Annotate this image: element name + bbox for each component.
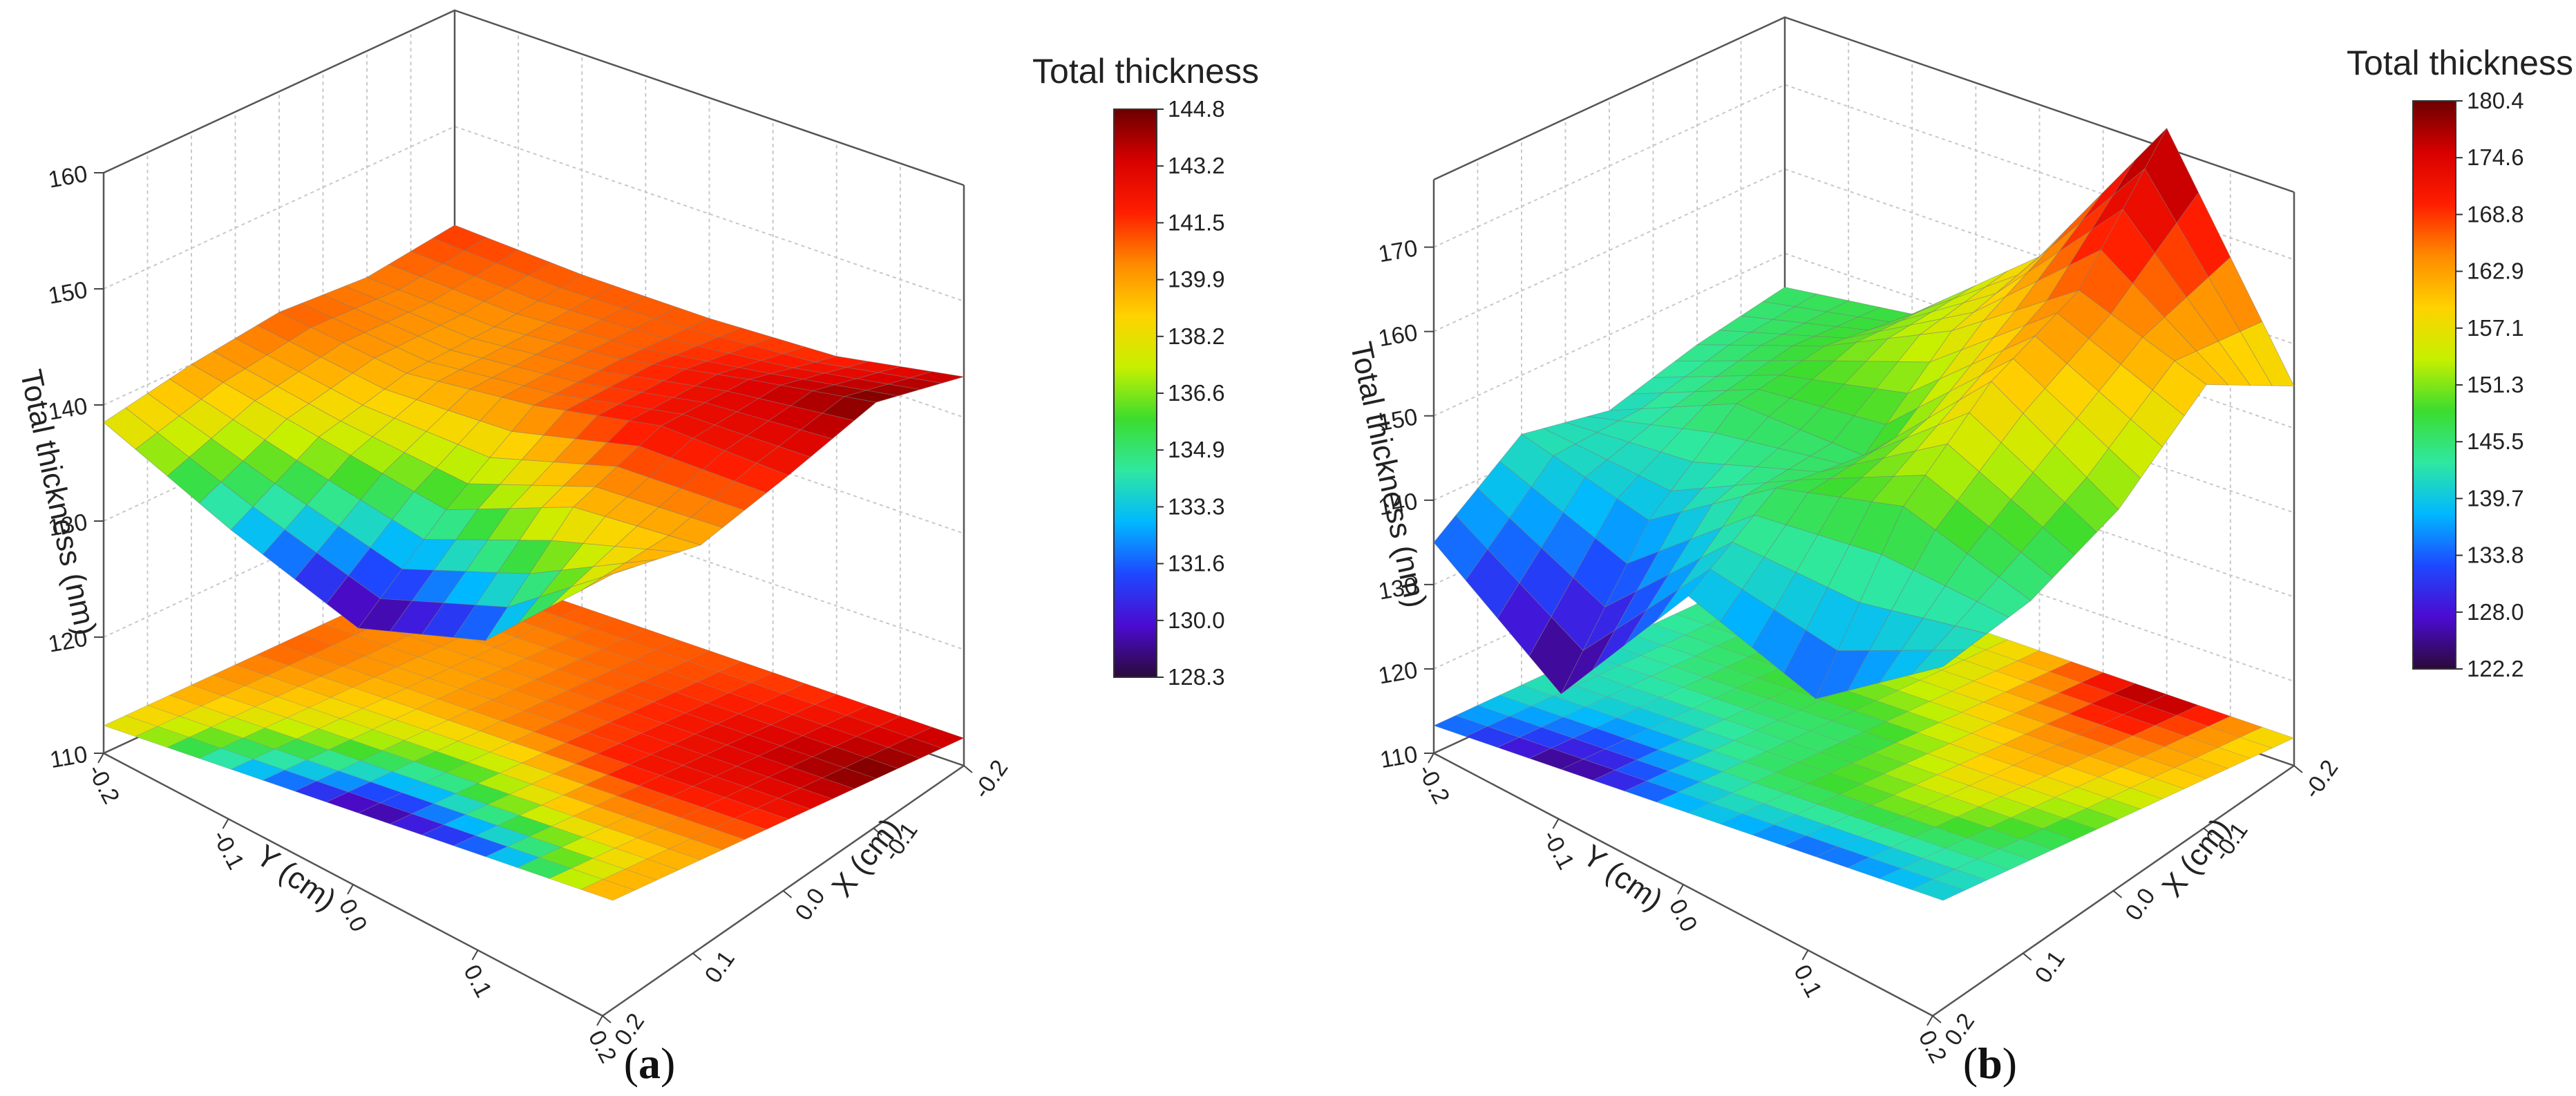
y-tick [1926,1015,1933,1026]
y-tick-label: -0.1 [207,826,249,874]
x-tick-label: 0.0 [790,883,830,925]
x-tick-label: 0.1 [700,946,740,988]
colorbar-gradient [1113,108,1157,678]
x-tick-label: -0.2 [969,755,1014,804]
floor-cell [580,879,636,901]
colorbar-tick-label: 174.6 [2467,144,2524,170]
colorbar-tick-label: 162.9 [2467,258,2524,284]
floor-cell [1911,879,1966,901]
colorbar-tick-label: 128.3 [1168,664,1225,690]
colorbar-tick-label: 139.9 [1168,267,1225,292]
x-tick-label: -0.2 [2299,755,2344,804]
y-tick-label: 0.0 [1664,895,1703,936]
colorbar-tick-label: 133.8 [2467,542,2524,568]
panel-b: 110120130140150160170-0.2-0.10.00.10.2-0… [1344,16,2573,1088]
panel-label-a: (a) [624,1039,676,1088]
x-tick [692,952,702,961]
z-tick-label: 160 [1376,319,1419,352]
y-tick-label: -0.2 [1412,760,1455,809]
y-tick-label: -0.1 [1537,826,1580,874]
y-axis-title: Y (cm) [1577,838,1669,917]
x-tick-label: 0.0 [2120,883,2160,925]
colorbar-tick-label: 157.1 [2467,315,2524,341]
x-tick [782,890,793,898]
colorbar-tick-label: 143.2 [1168,153,1225,178]
surface-cell [1910,650,1966,675]
surface-mesh [103,225,965,642]
colorbar-labels: 144.8 143.2 141.5 139.9 138.2 136.6 134.9 133.3… [1157,96,1225,690]
colorbar: Total thickness 180.4 174.6 168.8 162.9 157.… [2347,44,2573,681]
colorbar-tick-label: 151.3 [2467,372,2524,397]
y-tick-label: -0.2 [82,760,124,809]
colorbar-tick-label: 141.5 [1168,209,1225,235]
colorbar: Total thickness 144.8 143.2 141.5 139.9 138.… [1032,52,1259,690]
y-tick-label: 0.1 [1788,961,1827,1002]
panel-a: 110120130140150160-0.2-0.10.00.10.2-0.2-… [14,9,1259,1088]
x-tick [1932,1015,1942,1023]
y-tick [596,1015,603,1026]
x-tick [963,765,973,773]
z-tick-label: 110 [1378,741,1419,773]
floor-contour-projection [103,563,965,901]
y-tick [222,818,229,829]
y-tick [1801,949,1809,961]
y-tick [97,753,104,764]
colorbar-tick-label: 180.4 [2467,88,2524,113]
colorbar-tick-label: 122.2 [2467,656,2524,681]
colorbar-tick-label: 128.0 [2467,599,2524,625]
z-axis-title: Total thickness (nm) [1344,339,1433,611]
y-tick [347,884,354,895]
z-tick-label: 150 [46,276,89,309]
y-tick [1677,884,1684,895]
colorbar-tick-label: 133.3 [1168,493,1225,519]
surface-mesh [1433,127,2295,699]
y-axis-title: Y (cm) [250,838,343,917]
z-tick-label: 120 [1376,656,1419,689]
colorbar-tick-label: 130.0 [1168,607,1225,633]
colorbar-title: Total thickness [2347,44,2573,82]
y-tick-label: 0.0 [334,895,372,936]
y-tick [1552,818,1560,829]
y-tick [1428,753,1434,764]
z-tick-label: 160 [46,160,89,193]
colorbar-tick-label: 134.9 [1168,437,1225,462]
x-tick [2203,827,2213,836]
colorbar-tick-label: 131.6 [1168,551,1225,576]
panel-label-b: (b) [1963,1039,2017,1088]
x-tick [2023,952,2032,961]
z-tick-label: 110 [48,741,89,773]
z-tick-label: 170 [1376,235,1419,267]
x-tick-label: 0.1 [2030,946,2070,988]
y-tick [471,949,479,961]
x-tick [2293,765,2303,773]
colorbar-tick-label: 145.5 [2467,428,2524,454]
colorbar-tick-label: 136.6 [1168,380,1225,406]
colorbar-tick-label: 144.8 [1168,96,1225,122]
x-tick [602,1015,612,1023]
colorbar-tick-label: 139.7 [2467,485,2524,511]
colorbar-tick-label: 138.2 [1168,323,1225,349]
surface-cell [580,566,635,592]
colorbar-tick-label: 168.8 [2467,201,2524,227]
colorbar-title: Total thickness [1032,52,1259,91]
y-tick-label: 0.1 [458,961,497,1002]
x-tick [873,827,882,836]
x-tick [2112,890,2123,898]
colorbar-labels: 180.4 174.6 168.8 162.9 157.1 151.3 145.5 139.7… [2456,88,2524,681]
colorbar-gradient [2412,100,2456,670]
